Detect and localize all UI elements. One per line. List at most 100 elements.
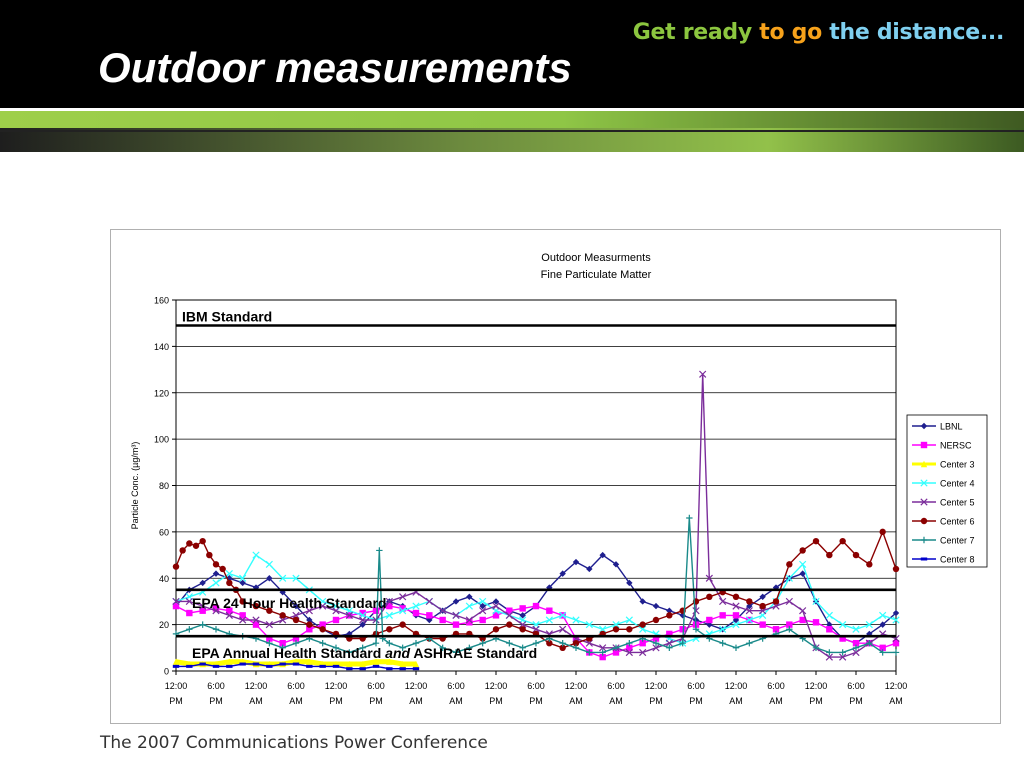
data-point-center-5 (292, 611, 300, 619)
data-point-center-8 (332, 664, 340, 668)
data-point-nersc (599, 653, 606, 661)
y-tick-label: 160 (154, 296, 169, 306)
data-point-center-5 (699, 370, 707, 378)
data-point-center-4 (799, 560, 807, 568)
data-point-center-5 (852, 648, 860, 657)
legend-label-center-3: Center 3 (940, 460, 975, 470)
legend-label-nersc: NERSC (940, 441, 972, 451)
data-point-center-4 (559, 611, 567, 619)
data-point-center-7 (452, 649, 460, 656)
data-point-center-4 (745, 616, 753, 624)
y-tick-label: 140 (154, 342, 169, 352)
data-point-center-6 (892, 565, 900, 573)
data-point-center-5 (252, 616, 260, 624)
legend-label-center-7: Center 7 (940, 536, 975, 546)
data-point-nersc (852, 639, 860, 647)
data-point-nersc (506, 607, 513, 614)
data-point-center-5 (745, 607, 753, 615)
data-point-center-5 (692, 607, 700, 615)
x-tick-label: 12:00 (165, 681, 188, 691)
data-point-center-5 (172, 597, 180, 606)
data-point-center-5 (665, 639, 673, 647)
legend-marker-center-6 (920, 517, 928, 525)
data-point-center-7 (532, 639, 540, 647)
data-point-nersc (452, 621, 460, 628)
ibm-standard-label: IBM Standard (182, 309, 272, 325)
data-point-lbnl (226, 575, 233, 582)
data-point-center-4 (465, 602, 473, 610)
data-point-center-4 (625, 616, 633, 624)
epa-annual-label: EPA Annual Health Standard and ASHRAE St… (192, 645, 537, 661)
data-point-center-7 (626, 639, 633, 647)
x-tick-label: 6:00 (607, 681, 625, 691)
data-point-center-7 (346, 649, 353, 656)
data-point-center-7 (599, 649, 606, 656)
data-point-nersc (199, 607, 206, 614)
data-point-nersc (386, 602, 393, 610)
data-point-center-7 (439, 644, 446, 652)
data-point-lbnl (359, 621, 366, 628)
data-point-nersc (239, 612, 246, 619)
legend-marker-center-5 (920, 498, 928, 506)
data-point-center-4 (812, 597, 820, 606)
data-point-center-4 (585, 621, 593, 629)
data-point-center-6 (572, 639, 580, 647)
data-point-center-4 (852, 625, 860, 633)
data-point-center-6 (639, 621, 646, 628)
data-point-center-5 (279, 616, 287, 624)
x-tick-label: AM (609, 696, 623, 706)
data-point-nersc (532, 602, 540, 610)
data-point-center-7 (572, 644, 580, 652)
data-point-center-6 (786, 561, 793, 568)
data-point-lbnl (639, 598, 646, 605)
data-point-nersc (266, 635, 273, 642)
x-tick-label: 12:00 (885, 681, 908, 691)
x-tick-label: 12:00 (805, 681, 828, 691)
data-point-center-4 (399, 607, 407, 615)
legend-label-center-6: Center 6 (940, 517, 975, 527)
data-point-center-8 (372, 664, 380, 668)
data-point-center-6 (239, 598, 246, 605)
data-point-center-6 (519, 626, 526, 633)
data-point-center-7 (826, 649, 833, 656)
x-tick-label: AM (769, 696, 783, 706)
data-point-nersc (546, 607, 553, 614)
x-tick-label: 12:00 (565, 681, 588, 691)
legend-marker-center-3 (920, 460, 928, 468)
decorative-band-line (0, 130, 1024, 132)
data-point-nersc (826, 626, 833, 633)
y-tick-label: 100 (154, 435, 169, 445)
data-point-nersc (679, 626, 686, 633)
data-point-center-4 (292, 574, 300, 582)
data-point-center-4 (252, 551, 260, 559)
data-point-nersc (719, 612, 726, 619)
legend-marker-center-8 (920, 557, 928, 561)
chart: Outdoor Measurments Fine Particulate Matt… (130, 252, 988, 706)
data-point-center-7 (199, 621, 206, 628)
y-tick-label: 20 (159, 620, 169, 630)
data-point-center-4 (265, 560, 273, 568)
data-point-center-4 (785, 574, 793, 582)
data-point-center-5 (625, 648, 633, 657)
data-point-center-8 (292, 662, 300, 666)
x-tick-label: 12:00 (645, 681, 668, 691)
data-point-center-6 (772, 598, 780, 605)
data-point-center-6 (879, 528, 886, 536)
data-point-center-5 (532, 625, 540, 633)
data-point-center-6 (492, 626, 500, 633)
x-tick-label: 6:00 (447, 681, 465, 691)
data-point-center-5 (359, 616, 367, 624)
tagline-part-1: Get ready (632, 20, 752, 45)
data-point-center-7 (266, 639, 273, 647)
x-tick-label: 6:00 (527, 681, 545, 691)
data-point-center-6 (186, 540, 193, 547)
series-line-center-5 (176, 374, 897, 658)
legend-marker-center-4 (920, 479, 928, 487)
legend-label-lbnl: LBNL (940, 422, 963, 432)
data-point-center-7 (812, 644, 820, 652)
tagline-part-3: the distance... (829, 20, 1004, 45)
data-point-center-5 (465, 616, 473, 624)
data-point-center-6 (759, 602, 766, 610)
data-point-center-7 (376, 547, 383, 554)
data-point-nersc (666, 630, 673, 638)
